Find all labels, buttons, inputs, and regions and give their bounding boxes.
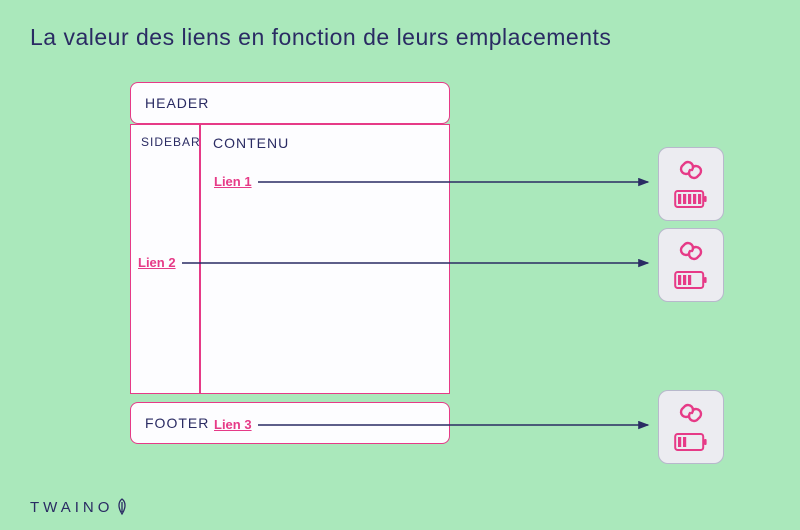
page-title: La valeur des liens en fonction de leurs…	[30, 24, 611, 51]
brand-text: TWAINO	[30, 499, 113, 516]
footer-region: FOOTER	[130, 402, 450, 444]
link-icon	[677, 240, 705, 262]
link-3-label: Lien 3	[214, 417, 252, 432]
link-2-label: Lien 2	[138, 255, 176, 270]
header-label: HEADER	[145, 95, 209, 111]
link-1-label: Lien 1	[214, 174, 252, 189]
sidebar-label: SIDEBAR	[141, 135, 201, 149]
battery-icon	[674, 189, 708, 209]
link-icon	[677, 159, 705, 181]
link-icon	[677, 402, 705, 424]
battery-icon	[674, 270, 708, 290]
leaf-icon	[115, 498, 129, 516]
value-card-3	[658, 390, 724, 464]
header-region: HEADER	[130, 82, 450, 124]
value-card-1	[658, 147, 724, 221]
brand-logo: TWAINO	[30, 498, 129, 516]
value-card-2	[658, 228, 724, 302]
footer-label: FOOTER	[145, 415, 209, 431]
content-region: CONTENU	[200, 124, 450, 394]
battery-icon	[674, 432, 708, 452]
content-label: CONTENU	[213, 135, 289, 151]
